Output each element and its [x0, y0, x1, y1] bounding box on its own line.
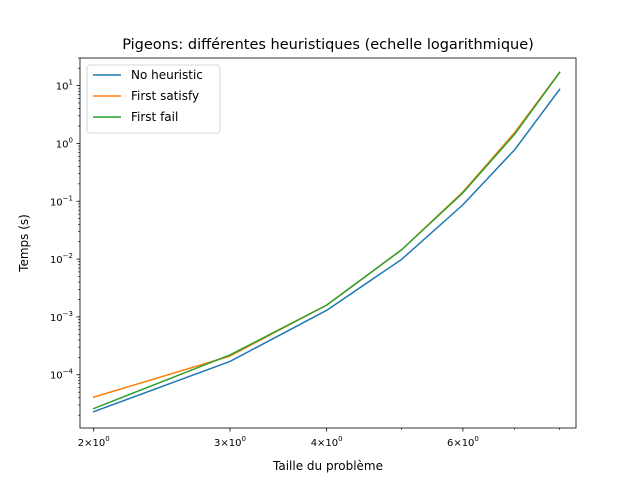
series-lines	[92, 71, 561, 413]
plot-area	[79, 57, 577, 429]
x-tick-label: 4×100	[311, 435, 343, 449]
legend-label-3: First fail	[131, 110, 178, 124]
x-tick-label: 3×100	[214, 435, 246, 449]
x-axis-ticks: 2×100 3×100 4×100 6×100	[78, 428, 479, 449]
x-axis-label: Taille du problème	[272, 459, 383, 473]
y-tick-label: 10−2	[50, 252, 73, 266]
x-tick-label: 6×100	[447, 435, 479, 449]
y-axis-ticks: 10−4 10−3 10−2 10−1 100 101	[50, 79, 80, 382]
series-line-1	[92, 88, 561, 413]
y-axis-label: Temps (s)	[17, 214, 31, 273]
plot-frame	[79, 57, 577, 429]
y-tick-label: 10−4	[50, 368, 74, 382]
legend-box	[86, 64, 221, 134]
chart-title: Pigeons: différentes heuristiques (echel…	[122, 37, 534, 53]
legend: No heuristic First satisfy First fail	[86, 64, 221, 134]
x-tick-label: 2×100	[78, 435, 110, 449]
y-tick-label: 10−3	[50, 310, 73, 324]
legend-label-1: No heuristic	[131, 68, 203, 82]
minor-ticks	[78, 57, 560, 430]
y-tick-label: 101	[56, 79, 73, 93]
legend-label-2: First satisfy	[131, 89, 199, 103]
y-tick-label: 100	[56, 136, 73, 150]
series-line-3	[92, 71, 561, 410]
y-tick-label: 10−1	[50, 194, 73, 208]
